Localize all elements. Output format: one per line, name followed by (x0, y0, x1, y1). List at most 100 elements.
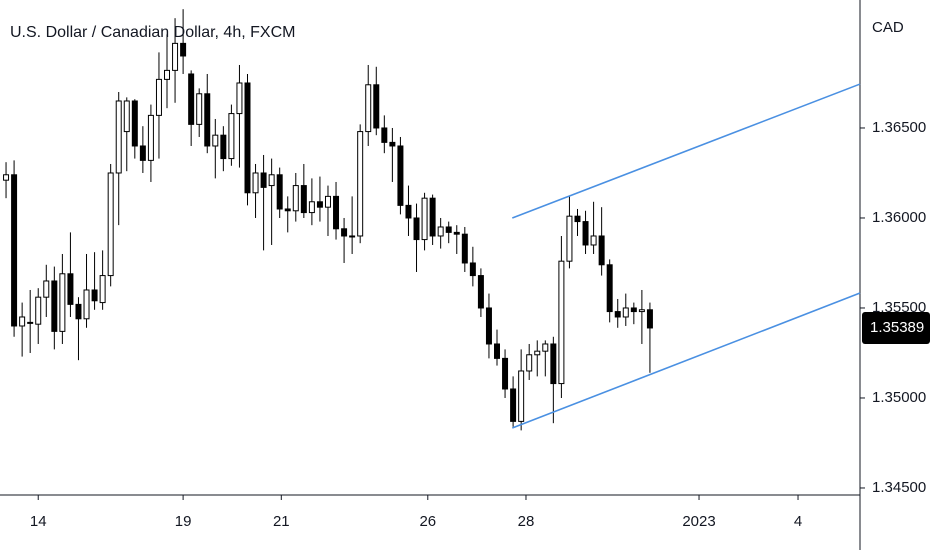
y-tick-label: 1.36500 (872, 119, 926, 136)
last-price-label: 1.35389 (870, 319, 924, 336)
y-tick-label: 1.35000 (872, 389, 926, 406)
candle-body (365, 84, 372, 133)
x-tick-label: 2023 (682, 513, 715, 530)
candle-body (494, 343, 501, 359)
candle-body (614, 311, 621, 318)
candle-body (67, 273, 74, 305)
candle-body (252, 172, 259, 194)
channel-line (512, 83, 861, 219)
currency-label: CAD (872, 19, 904, 36)
candle-body (381, 127, 388, 143)
candle-body (212, 134, 219, 147)
candle-body (397, 145, 404, 206)
candle-body (349, 235, 356, 238)
candle-body (606, 264, 613, 313)
candle-body (115, 100, 122, 174)
candle-body (445, 226, 452, 233)
candle-body (300, 185, 307, 214)
candle-body (485, 307, 492, 345)
candle-body (437, 226, 444, 237)
candle-body (35, 296, 42, 325)
candle-body (389, 141, 396, 147)
candle-body (91, 289, 98, 302)
candle-body (405, 204, 412, 219)
candle-body (630, 307, 637, 313)
candle-body (598, 235, 605, 266)
candle-body (558, 260, 565, 385)
x-tick-label: 4 (794, 513, 802, 530)
candle-body (204, 93, 211, 147)
candle-body (268, 174, 275, 187)
candle-body (421, 197, 428, 241)
candle-body (43, 280, 50, 298)
x-tick-label: 21 (273, 513, 290, 530)
candle-body (502, 357, 509, 390)
candle-body (429, 197, 436, 237)
candle-body (59, 273, 66, 332)
candle-body (292, 185, 299, 212)
candle-body (99, 275, 106, 304)
candle-body (196, 93, 203, 125)
candle-body (453, 231, 460, 235)
candle-body (622, 307, 629, 318)
candle-body (357, 131, 364, 237)
candle-body (477, 275, 484, 309)
candle-body (284, 208, 291, 212)
candle-body (333, 195, 340, 230)
candle-body (526, 354, 533, 372)
channel-line (512, 292, 861, 429)
x-tick-label: 19 (175, 513, 192, 530)
candle-body (413, 217, 420, 241)
candle-body (518, 370, 525, 422)
candle-body (123, 100, 130, 133)
candle-body (510, 388, 517, 422)
candle-body (188, 73, 195, 125)
last-price-box (862, 311, 930, 344)
candle-body (139, 145, 146, 161)
chart-title: U.S. Dollar / Canadian Dollar, 4h, FXCM (10, 24, 295, 41)
candle-body (566, 215, 573, 262)
candle-body (316, 201, 323, 208)
y-tick-label: 1.36000 (872, 209, 926, 226)
candle-body (244, 82, 251, 194)
candle-body (574, 215, 581, 223)
candle-body (220, 134, 227, 160)
candle-body (308, 201, 315, 214)
candle-body (147, 114, 154, 161)
candle-body (131, 100, 138, 147)
candle-body (11, 174, 18, 327)
candle-body (550, 343, 557, 385)
candle-body (228, 113, 235, 160)
candle-body (534, 350, 541, 356)
candle-body (155, 78, 162, 116)
candle-body (164, 69, 171, 80)
candle-body (236, 82, 243, 115)
candle-body (83, 289, 90, 320)
candle-body (276, 174, 283, 210)
candle-body (27, 321, 34, 324)
candle-body (341, 228, 348, 237)
candle-body (3, 174, 10, 181)
candle-body (469, 262, 476, 277)
candle-body (75, 303, 82, 320)
candle-body (180, 42, 187, 57)
candle-body (461, 233, 468, 264)
candle-body (51, 280, 58, 332)
x-tick-label: 26 (419, 513, 436, 530)
candle-body (172, 42, 179, 71)
candle-body (590, 235, 597, 246)
candle-body (260, 172, 267, 188)
candle-body (646, 309, 653, 329)
candle-body (542, 343, 549, 352)
y-tick-label: 1.35500 (872, 299, 926, 316)
y-tick-label: 1.34500 (872, 479, 926, 496)
x-tick-label: 14 (30, 513, 47, 530)
candle-body (582, 221, 589, 246)
candle-body (373, 84, 380, 129)
candle-body (107, 172, 114, 277)
candle-body (19, 316, 26, 327)
candle-body (324, 195, 331, 208)
candle-body (638, 309, 645, 313)
